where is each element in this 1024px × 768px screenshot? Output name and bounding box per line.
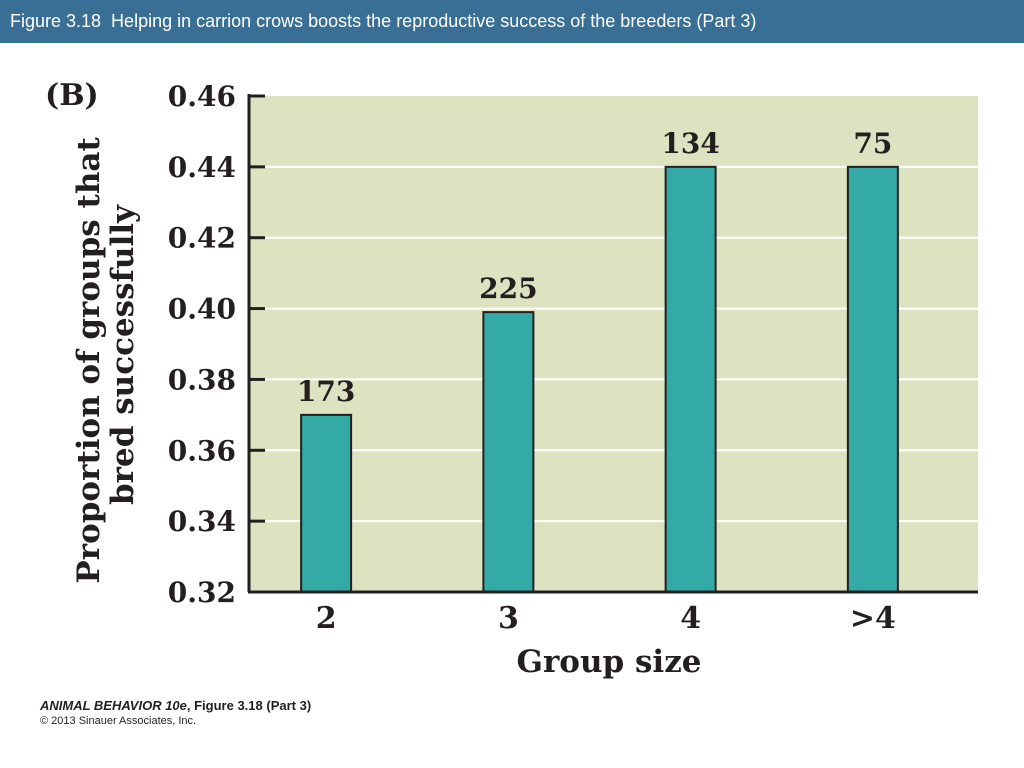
y-tick-labels: 0.32 0.34 0.36 0.38 0.40 0.42 0.44 0.46 — [168, 80, 236, 609]
y-tick-label: 0.32 — [168, 576, 236, 609]
bar — [300, 413, 353, 593]
bar — [846, 165, 899, 593]
title-bar: Figure 3.18 Helping in carrion crows boo… — [0, 0, 1024, 43]
x-axis-label: Group size — [516, 644, 701, 680]
y-axis-label-line-2: bred successfully — [105, 204, 141, 505]
y-tick-label: 0.34 — [168, 505, 236, 538]
x-tick-label: >4 — [850, 601, 896, 636]
x-tick-labels: 2 3 4 >4 — [316, 601, 896, 636]
y-axis-label-line-1: Proportion of groups that — [71, 137, 107, 584]
axes — [247, 94, 978, 594]
footer-citation: ANIMAL BEHAVIOR 10e, Figure 3.18 (Part 3… — [40, 698, 311, 713]
bars — [300, 165, 899, 593]
y-tick-label: 0.38 — [168, 363, 236, 396]
y-tick-label: 0.40 — [168, 293, 236, 326]
book-title: ANIMAL BEHAVIOR 10e — [40, 698, 187, 713]
y-tick-label: 0.42 — [168, 222, 236, 255]
y-tick-label: 0.44 — [168, 151, 236, 184]
bar — [664, 165, 717, 593]
footer-credit: ANIMAL BEHAVIOR 10e, Figure 3.18 (Part 3… — [40, 698, 311, 727]
figure-reference: , Figure 3.18 (Part 3) — [186, 698, 312, 713]
data-label: 225 — [479, 272, 537, 305]
data-label: 173 — [297, 375, 355, 408]
y-tick-label: 0.46 — [168, 80, 236, 113]
panel-label: (B) — [45, 78, 99, 113]
slide-title: Figure 3.18 Helping in carrion crows boo… — [10, 11, 757, 31]
y-axis-label: Proportion of groups that bred successfu… — [71, 126, 141, 583]
x-tick-label: 3 — [498, 601, 519, 636]
data-label: 75 — [853, 127, 892, 160]
x-tick-label: 4 — [680, 601, 701, 636]
data-label: 134 — [661, 127, 719, 160]
x-tick-label: 2 — [316, 601, 337, 636]
data-labels: 173 225 134 75 — [297, 127, 892, 408]
bar — [482, 311, 535, 593]
copyright-notice: © 2013 Sinauer Associates, Inc. — [40, 715, 197, 727]
y-tick-label: 0.36 — [168, 434, 236, 467]
